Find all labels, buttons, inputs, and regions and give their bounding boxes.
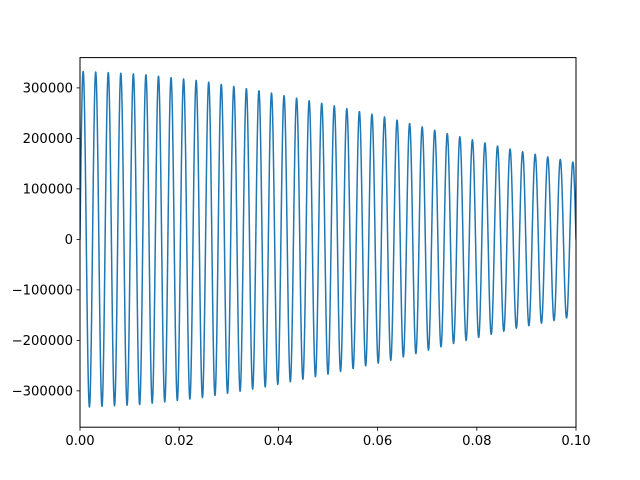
x-tick-label: 0.10 <box>561 434 590 449</box>
plot-border-spines <box>79 57 577 428</box>
x-tick-label: 0.00 <box>65 434 94 449</box>
signal-line <box>80 70 576 408</box>
series-layer <box>80 70 576 408</box>
y-tick-label: −200000 <box>12 334 73 349</box>
y-tick-label: 200000 <box>23 132 73 147</box>
y-tick-label: 100000 <box>23 182 73 197</box>
x-tick-label: 0.02 <box>165 434 194 449</box>
axes-layer <box>79 57 577 428</box>
x-tick-label: 0.06 <box>363 434 392 449</box>
y-tick-label: 300000 <box>23 81 73 96</box>
x-axis-ticks: 0.00 0.02 0.04 0.06 0.08 0.10 <box>65 427 591 449</box>
x-tick-label: 0.04 <box>264 434 293 449</box>
y-tick-label: 0 <box>65 233 73 248</box>
y-tick-label: −300000 <box>12 384 73 399</box>
x-tick-label: 0.08 <box>462 434 491 449</box>
y-tick-label: −100000 <box>12 283 73 298</box>
y-axis-ticks: 300000 200000 100000 0 −100000 −200000 −300000 <box>12 81 80 399</box>
